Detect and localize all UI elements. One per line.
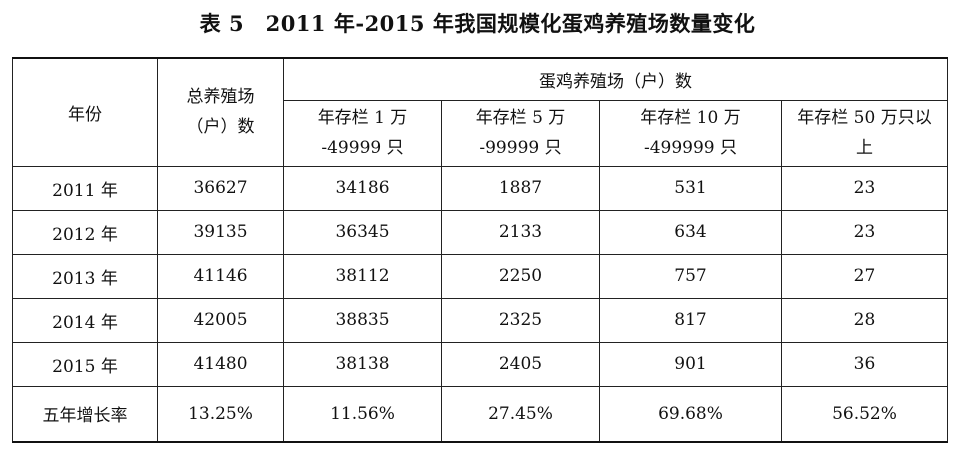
header-sub-2-line-1: 年存栏 5 万 (475, 108, 566, 128)
cell-100k-499999: 757 (599, 253, 782, 299)
header-total: 总养殖场 （户）数 (157, 57, 284, 167)
cell-year: 2011 年 (12, 165, 158, 211)
table-title: 表 5 2011 年-2015 年我国规模化蛋鸡养殖场数量变化 (199, 11, 756, 36)
header-year: 年份 (12, 57, 158, 167)
cell-total: 41480 (157, 341, 284, 387)
header-sub-3-line-1: 年存栏 10 万 (640, 108, 741, 128)
cell-growth-50k-99999: 27.45% (441, 385, 600, 443)
header-total-line-2: （户）数 (186, 117, 255, 138)
cell-year: 2013 年 (12, 253, 158, 299)
growth-rate-row: 五年增长率 13.25% 11.56% 27.45% 69.68% 56.52% (12, 385, 948, 443)
header-sub-3-line-2: -499999 只 (643, 138, 738, 158)
table-row: 2012 年 39135 36345 2133 634 23 (12, 209, 948, 255)
header-sub-1-line-2: -49999 只 (321, 138, 404, 158)
cell-growth-100k-499999: 69.68% (599, 385, 782, 443)
header-row-2: 年存栏 1 万 -49999 只 年存栏 5 万 -99999 只 年存栏 10 万… (13, 99, 948, 167)
cell-500k-plus: 23 (781, 165, 948, 211)
cell-500k-plus: 23 (781, 209, 948, 255)
cell-total: 39135 (157, 209, 284, 255)
cell-year: 2014 年 (12, 297, 158, 343)
cell-growth-10k-49999: 11.56% (283, 385, 442, 443)
cell-total: 41146 (157, 253, 284, 299)
table-row: 2015 年 41480 38138 2405 901 36 (12, 341, 948, 387)
cell-growth-500k-plus: 56.52% (781, 385, 948, 443)
cell-total: 42005 (157, 297, 284, 343)
cell-50k-99999: 1887 (441, 165, 600, 211)
cell-growth-label: 五年增长率 (12, 385, 158, 443)
cell-500k-plus: 28 (781, 297, 948, 343)
header-sub-1: 年存栏 1 万 -49999 只 (283, 99, 442, 167)
table-row: 2011 年 36627 34186 1887 531 23 (12, 165, 948, 211)
cell-growth-total: 13.25% (157, 385, 284, 443)
cell-50k-99999: 2325 (441, 297, 600, 343)
cell-10k-49999: 38112 (283, 253, 442, 299)
cell-500k-plus: 36 (781, 341, 948, 387)
header-sub-4-line-1: 年存栏 50 万只以 (797, 108, 932, 128)
cell-year: 2015 年 (12, 341, 158, 387)
table-row: 2013 年 41146 38112 2250 757 27 (12, 253, 948, 299)
header-sub-3: 年存栏 10 万 -499999 只 (599, 99, 782, 167)
header-row-1: 年份 总养殖场 （户）数 蛋鸡养殖场（户）数 (12, 57, 948, 167)
cell-10k-49999: 36345 (283, 209, 442, 255)
cell-year: 2012 年 (12, 209, 158, 255)
cell-total: 36627 (157, 165, 284, 211)
egg-farm-table: 年份 总养殖场 （户）数 蛋鸡养殖场（户）数 年存栏 1 万 -49999 只 年存… (12, 57, 948, 443)
cell-100k-499999: 531 (599, 165, 782, 211)
header-sub-1-line-1: 年存栏 1 万 (317, 108, 408, 128)
header-total-line-1: 总养殖场 (186, 87, 255, 108)
cell-10k-49999: 34186 (283, 165, 442, 211)
cell-10k-49999: 38138 (283, 341, 442, 387)
cell-100k-499999: 817 (599, 297, 782, 343)
cell-50k-99999: 2405 (441, 341, 600, 387)
cell-50k-99999: 2250 (441, 253, 600, 299)
header-sub-4: 年存栏 50 万只以上 (781, 99, 948, 167)
table-row: 2014 年 42005 38835 2325 817 28 (12, 297, 948, 343)
header-sub-4-line-2: 上 (856, 138, 873, 158)
cell-100k-499999: 901 (599, 341, 782, 387)
header-sub-2-line-2: -99999 只 (479, 138, 562, 158)
cell-50k-99999: 2133 (441, 209, 600, 255)
cell-100k-499999: 634 (599, 209, 782, 255)
header-sub-2: 年存栏 5 万 -99999 只 (441, 99, 600, 167)
header-group: 蛋鸡养殖场（户）数 (283, 57, 948, 101)
cell-10k-49999: 38835 (283, 297, 442, 343)
cell-500k-plus: 27 (781, 253, 948, 299)
